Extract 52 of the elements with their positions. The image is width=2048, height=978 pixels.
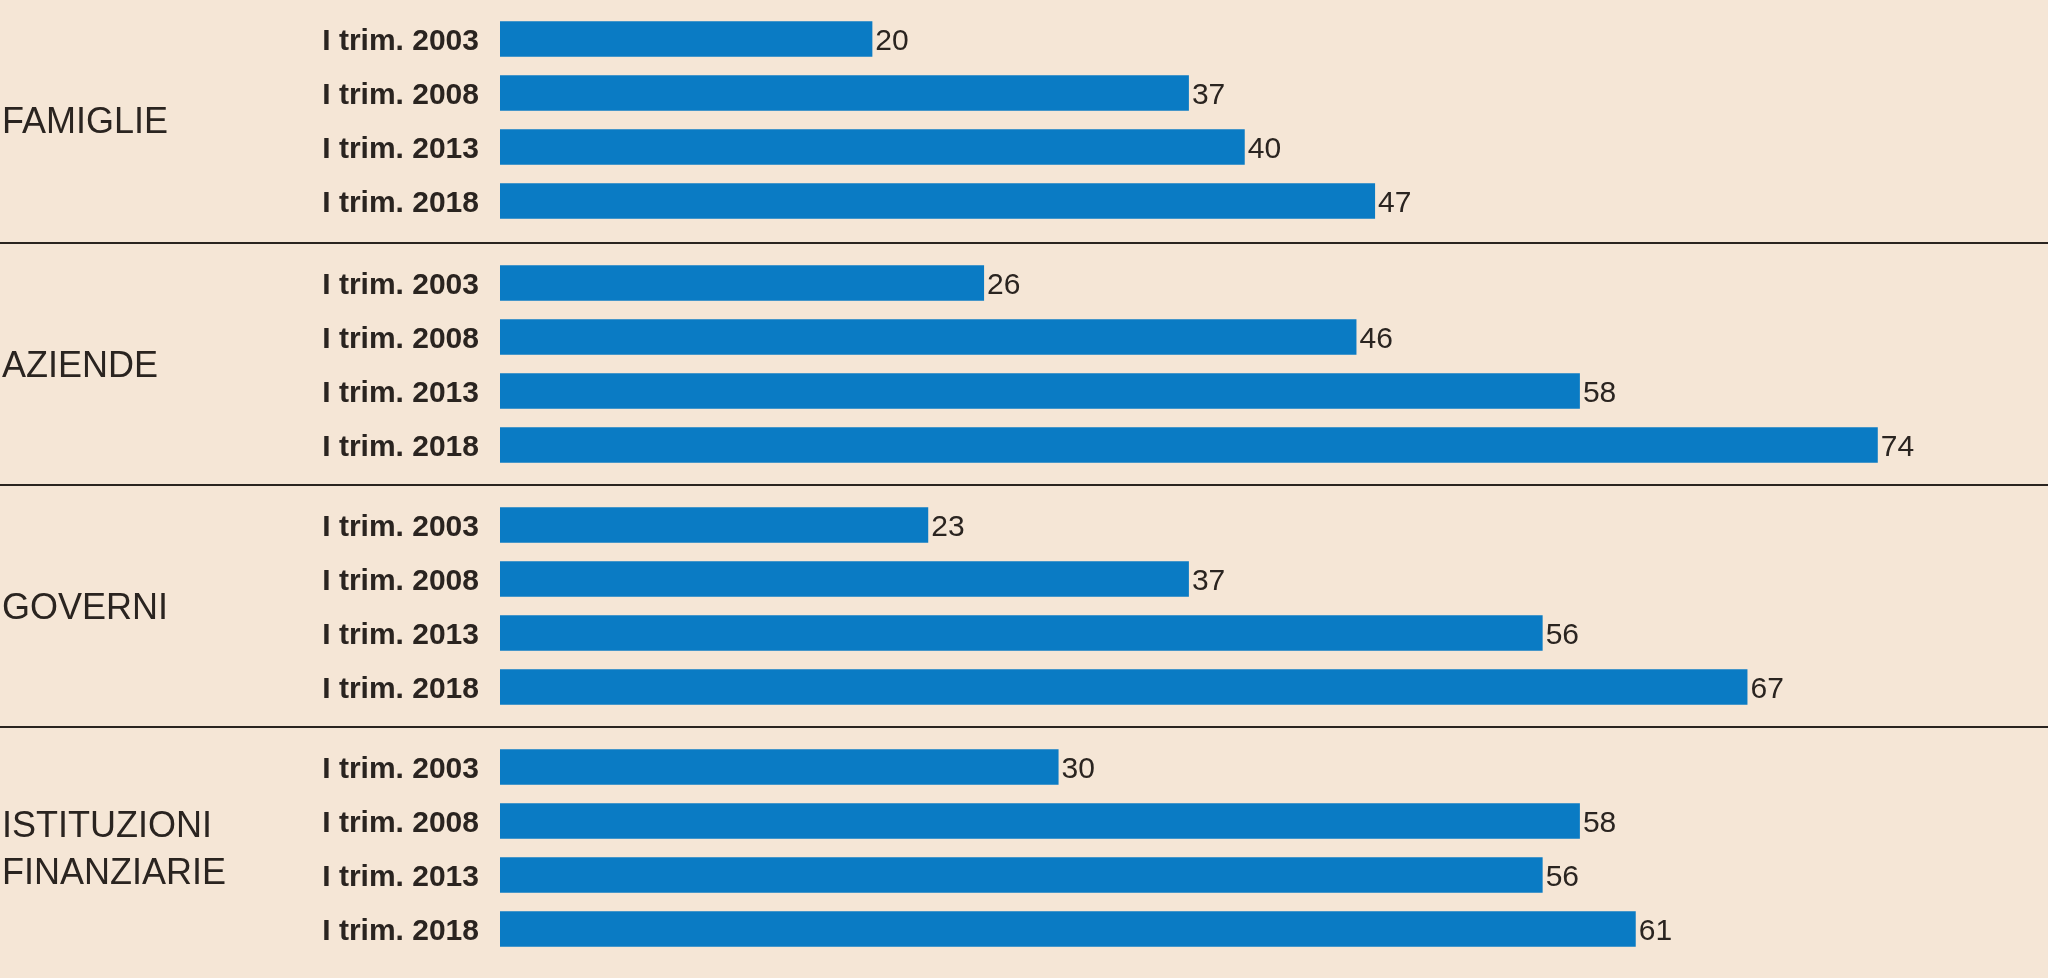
data-label: 20 bbox=[875, 22, 909, 56]
data-label: 26 bbox=[987, 266, 1021, 300]
y-tick-label: I trim. 2003 bbox=[322, 508, 479, 542]
y-tick-label: I trim. 2003 bbox=[322, 22, 479, 56]
data-label: 30 bbox=[1061, 750, 1095, 784]
bar bbox=[500, 75, 1189, 111]
bar bbox=[500, 561, 1189, 597]
text: FAMIGLIE bbox=[2, 100, 169, 141]
y-tick-label: I trim. 2018 bbox=[322, 184, 479, 218]
y-tick-label: I trim. 2008 bbox=[322, 562, 479, 596]
y-tick-label: I trim. 2008 bbox=[322, 804, 479, 838]
data-label: 56 bbox=[1545, 858, 1580, 892]
y-tick-label: I trim. 2013 bbox=[322, 616, 479, 650]
text: ISTITUZIONI FINANZIARIE bbox=[2, 804, 227, 892]
data-label: 37 bbox=[1191, 76, 1226, 110]
bar bbox=[500, 615, 1543, 651]
bar bbox=[500, 911, 1636, 947]
y-tick-label: I trim. 2008 bbox=[322, 76, 479, 110]
bar bbox=[500, 749, 1059, 785]
bar bbox=[500, 319, 1357, 355]
data-label: 46 bbox=[1359, 320, 1393, 354]
bar bbox=[500, 21, 873, 57]
text: AZIENDE bbox=[2, 344, 159, 385]
y-tick-label: I trim. 2013 bbox=[322, 374, 479, 408]
data-label: 58 bbox=[1582, 374, 1617, 408]
text: GOVERNI bbox=[2, 586, 169, 627]
data-label: 58 bbox=[1582, 804, 1617, 838]
bar bbox=[500, 857, 1543, 893]
bar bbox=[500, 373, 1580, 409]
data-label: 61 bbox=[1638, 912, 1673, 946]
data-label: 47 bbox=[1378, 184, 1412, 218]
bar bbox=[500, 183, 1376, 219]
bar bbox=[500, 803, 1580, 839]
bar bbox=[500, 507, 929, 543]
y-tick-label: I trim. 2003 bbox=[322, 266, 479, 300]
y-tick-label: I trim. 2018 bbox=[322, 912, 479, 946]
bar bbox=[500, 669, 1748, 705]
y-tick-label: I trim. 2013 bbox=[322, 130, 479, 164]
bar bbox=[500, 427, 1878, 463]
data-label: 23 bbox=[931, 508, 965, 542]
data-label: 74 bbox=[1880, 428, 1915, 462]
y-tick-label: I trim. 2018 bbox=[322, 428, 479, 462]
y-tick-label: I trim. 2013 bbox=[322, 858, 479, 892]
data-label: 56 bbox=[1545, 616, 1580, 650]
y-tick-label: I trim. 2018 bbox=[322, 670, 479, 704]
data-label: 40 bbox=[1247, 130, 1282, 164]
data-label: 37 bbox=[1191, 562, 1226, 596]
y-tick-label: I trim. 2003 bbox=[322, 750, 479, 784]
bar bbox=[500, 265, 985, 301]
bar bbox=[500, 129, 1245, 165]
y-tick-label: I trim. 2008 bbox=[322, 320, 479, 354]
data-label: 67 bbox=[1750, 670, 1784, 704]
